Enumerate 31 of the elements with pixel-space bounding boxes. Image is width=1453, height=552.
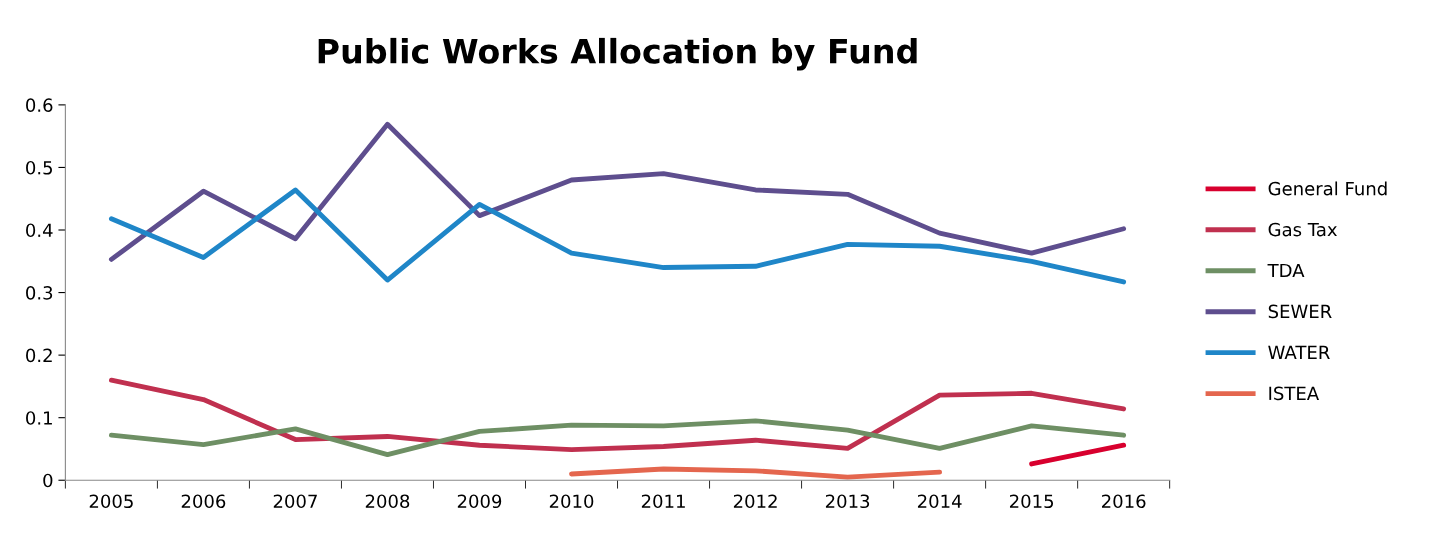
line-series [108, 121, 1127, 262]
x-tick-label: 2011 [641, 494, 685, 509]
x-tick-label: 2012 [733, 494, 777, 509]
y-tick-label: 0.1 [26, 411, 52, 425]
line-series [569, 466, 943, 480]
x-tick-label: 2010 [549, 494, 594, 509]
y-tick-label: 0.6 [26, 98, 53, 112]
y-tick-label: 0.3 [26, 286, 53, 300]
x-tick-label: 2016 [1102, 494, 1146, 509]
y-tick-label: 0.5 [26, 160, 52, 175]
legend-label: General Fund [1268, 181, 1387, 196]
line-series [108, 418, 1127, 458]
x-tick-label: 2014 [917, 494, 962, 509]
legend-label: WATER [1268, 345, 1330, 359]
x-tick-label: 2009 [457, 494, 502, 509]
y-tick-label: 0 [43, 473, 53, 488]
legend-label: Gas Tax [1268, 222, 1337, 237]
line-series [108, 187, 1127, 285]
x-tick-label: 2005 [89, 494, 133, 509]
y-tick-label: 0.2 [26, 348, 52, 363]
chart-title: Public Works Allocation by Fund [318, 37, 917, 71]
legend-label: TDA [1267, 263, 1305, 278]
legend-label: SEWER [1268, 304, 1332, 319]
x-tick-label: 2013 [825, 494, 870, 509]
x-tick-label: 2007 [273, 494, 317, 509]
x-tick-label: 2006 [181, 494, 226, 509]
x-tick-label: 2015 [1009, 494, 1054, 509]
x-tick-label: 2008 [365, 494, 410, 509]
y-tick-label: 0.4 [26, 223, 53, 238]
legend-label: ISTEA [1269, 386, 1320, 401]
line-series [108, 377, 1127, 453]
